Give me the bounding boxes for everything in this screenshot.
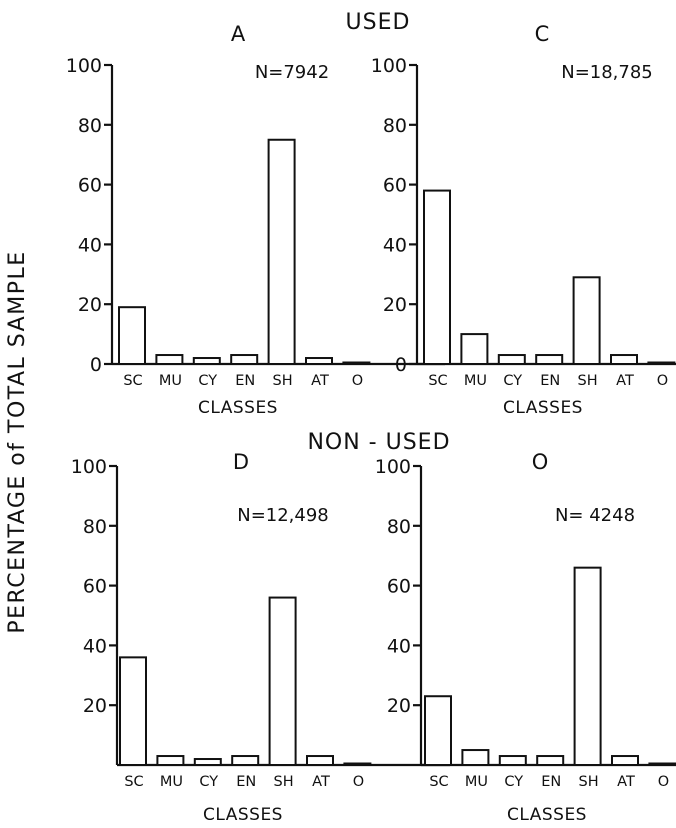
y-tick-label: 0 xyxy=(395,354,407,376)
y-tick-label: 60 xyxy=(83,576,107,598)
group-title-used: USED xyxy=(346,10,411,35)
bar xyxy=(155,354,184,365)
category-label: SH xyxy=(273,373,293,389)
bar xyxy=(343,762,372,767)
bar xyxy=(193,758,222,767)
y-tick-label: 0 xyxy=(90,354,102,376)
x-axis-title: CLASSES xyxy=(198,398,278,418)
category-label: EN xyxy=(236,774,256,790)
panel-title: O xyxy=(532,450,549,474)
category-label: AT xyxy=(617,774,635,790)
category-label: CY xyxy=(198,373,217,389)
category-label: SH xyxy=(578,373,598,389)
y-tick-label: 40 xyxy=(78,234,102,256)
category-label: O xyxy=(657,373,668,389)
bar xyxy=(648,762,676,767)
category-label: MU xyxy=(160,774,183,790)
bar xyxy=(192,357,221,365)
bar xyxy=(424,695,452,766)
y-tick-label: 60 xyxy=(387,576,411,598)
y-tick-label: 100 xyxy=(66,55,102,77)
bar xyxy=(647,361,676,366)
category-label: EN xyxy=(540,373,560,389)
category-label: CY xyxy=(503,373,522,389)
bar xyxy=(231,755,260,767)
bar xyxy=(610,354,638,365)
category-label: CY xyxy=(504,774,523,790)
bar xyxy=(498,755,527,767)
category-label: O xyxy=(352,373,363,389)
bar xyxy=(118,306,146,366)
y-tick-label: 20 xyxy=(83,695,107,717)
category-label: MU xyxy=(159,373,182,389)
bar xyxy=(342,361,371,366)
category-label: EN xyxy=(235,373,255,389)
category-label: SC xyxy=(429,774,448,790)
bar xyxy=(535,354,564,365)
bar xyxy=(267,138,296,365)
group-title-non-used: NON - USED xyxy=(307,430,450,455)
category-label: SC xyxy=(124,774,143,790)
y-tick-label: 80 xyxy=(383,115,407,137)
y-tick-label: 100 xyxy=(375,456,411,478)
category-label: AT xyxy=(312,774,330,790)
y-tick-label: 20 xyxy=(387,695,411,717)
bar xyxy=(497,354,526,365)
bar xyxy=(573,566,602,766)
y-tick-label: 100 xyxy=(371,55,407,77)
category-label: O xyxy=(658,774,669,790)
panel-title: A xyxy=(231,22,246,46)
panel-title: C xyxy=(535,22,550,46)
y-tick-label: 80 xyxy=(78,115,102,137)
y-tick-label: 100 xyxy=(71,456,107,478)
bar xyxy=(461,749,490,766)
bar xyxy=(268,596,297,766)
sample-size-label: N=12,498 xyxy=(237,505,329,526)
bar xyxy=(230,354,259,365)
category-label: AT xyxy=(616,373,634,389)
y-tick-label: 60 xyxy=(78,175,102,197)
panel-title: D xyxy=(233,450,249,474)
bar xyxy=(305,357,333,365)
sample-size-label: N= 4248 xyxy=(555,505,635,526)
chart-panel: 0 20 40 60 80 100 SC MU CY EN SH AT O C N=18,785 CLASSE… xyxy=(371,22,676,418)
bar xyxy=(572,276,601,366)
bar xyxy=(536,755,565,767)
y-tick-label: 40 xyxy=(383,234,407,256)
sample-size-label: N=18,785 xyxy=(561,62,653,83)
category-label: SH xyxy=(274,774,294,790)
bar xyxy=(423,189,451,365)
x-axis-title: CLASSES xyxy=(503,398,583,418)
category-label: SH xyxy=(579,774,599,790)
y-tick-label: 60 xyxy=(383,175,407,197)
chart-panel: 20 40 60 80 100 SC MU CY EN SH AT O O N= 4248 CLASSES xyxy=(375,450,676,825)
chart-panel: 20 40 60 80 100 SC MU CY EN SH AT O D N=12,498 CLASSES xyxy=(71,450,450,825)
x-axis-title: CLASSES xyxy=(203,805,283,825)
y-tick-label: 20 xyxy=(383,294,407,316)
category-label: EN xyxy=(541,774,561,790)
category-label: SC xyxy=(123,373,142,389)
y-tick-label: 80 xyxy=(83,516,107,538)
y-tick-label: 80 xyxy=(387,516,411,538)
y-tick-label: 40 xyxy=(387,635,411,657)
category-label: AT xyxy=(311,373,329,389)
category-label: O xyxy=(353,774,364,790)
bar xyxy=(611,755,639,767)
category-label: MU xyxy=(464,373,487,389)
chart-panel: 0 20 40 60 80 100 SC MU CY EN SH AT O A N=7942 CLASSES xyxy=(66,22,445,418)
category-label: CY xyxy=(199,774,218,790)
bar xyxy=(119,656,147,766)
category-label: SC xyxy=(428,373,447,389)
bar xyxy=(156,755,185,767)
y-axis-title: PERCENTAGE of TOTAL SAMPLE xyxy=(5,250,30,633)
category-label: MU xyxy=(465,774,488,790)
bar xyxy=(460,333,489,366)
x-axis-title: CLASSES xyxy=(507,805,587,825)
bar xyxy=(306,755,334,767)
sample-size-label: N=7942 xyxy=(255,62,329,83)
y-tick-label: 20 xyxy=(78,294,102,316)
y-tick-label: 40 xyxy=(83,635,107,657)
